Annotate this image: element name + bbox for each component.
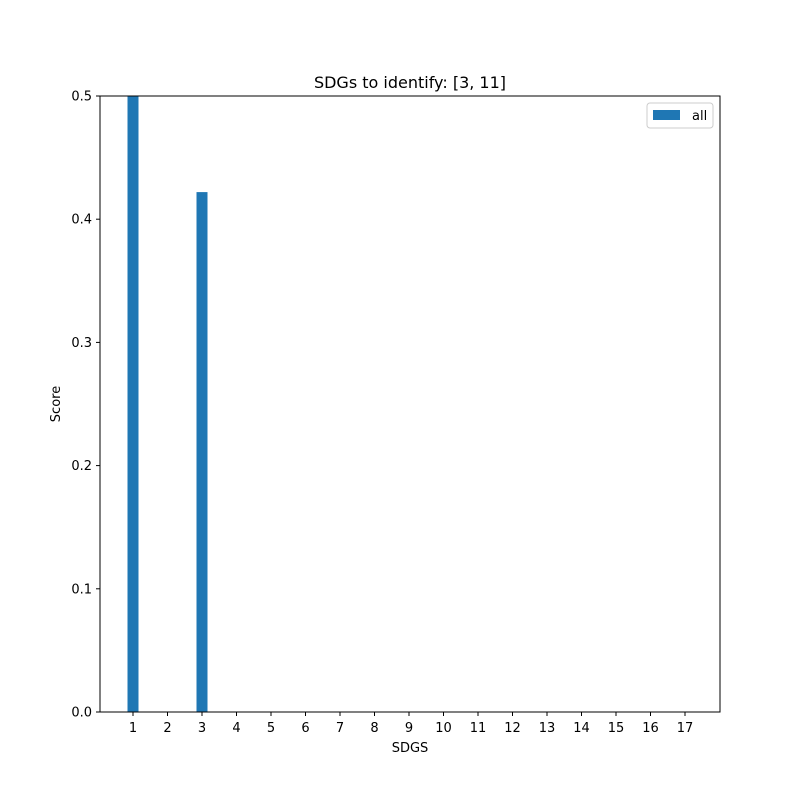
y-tick-label: 0.0 (71, 706, 92, 721)
bar-sdg-3 (196, 192, 208, 712)
x-tick-label: 5 (267, 721, 275, 736)
y-axis: 0.0 0.1 0.2 0.3 0.4 0.5 (71, 90, 100, 721)
x-tick-label: 15 (608, 721, 625, 736)
x-axis-label: SDGS (392, 741, 429, 756)
x-tick-label: 3 (198, 721, 206, 736)
x-tick-label: 16 (642, 721, 659, 736)
y-tick-label: 0.5 (71, 90, 92, 105)
x-tick-label: 14 (573, 721, 590, 736)
x-tick-label: 13 (539, 721, 556, 736)
legend: all (646, 102, 714, 129)
x-tick-label: 7 (336, 721, 344, 736)
chart-title: SDGs to identify: [3, 11] (314, 73, 506, 92)
legend-swatch (653, 110, 680, 120)
x-tick-label: 1 (129, 721, 137, 736)
x-tick-label: 4 (232, 721, 240, 736)
bars-layer (127, 96, 208, 712)
x-tick-label: 6 (301, 721, 309, 736)
y-tick-label: 0.3 (71, 336, 92, 351)
x-tick-label: 17 (677, 721, 694, 736)
legend-label: all (692, 109, 707, 124)
x-axis: 1 2 3 4 5 6 7 8 9 10 11 12 13 14 15 16 17 (129, 712, 693, 736)
x-tick-label: 12 (504, 721, 521, 736)
x-tick-label: 9 (405, 721, 413, 736)
x-tick-label: 11 (470, 721, 487, 736)
y-axis-label: Score (49, 386, 64, 422)
x-tick-label: 2 (163, 721, 171, 736)
x-tick-label: 8 (370, 721, 378, 736)
x-tick-label: 10 (435, 721, 452, 736)
plot-frame (99, 95, 721, 713)
y-tick-label: 0.4 (71, 213, 92, 228)
bar-sdg-1 (127, 96, 139, 712)
y-tick-label: 0.1 (71, 582, 92, 597)
y-tick-label: 0.2 (71, 459, 92, 474)
